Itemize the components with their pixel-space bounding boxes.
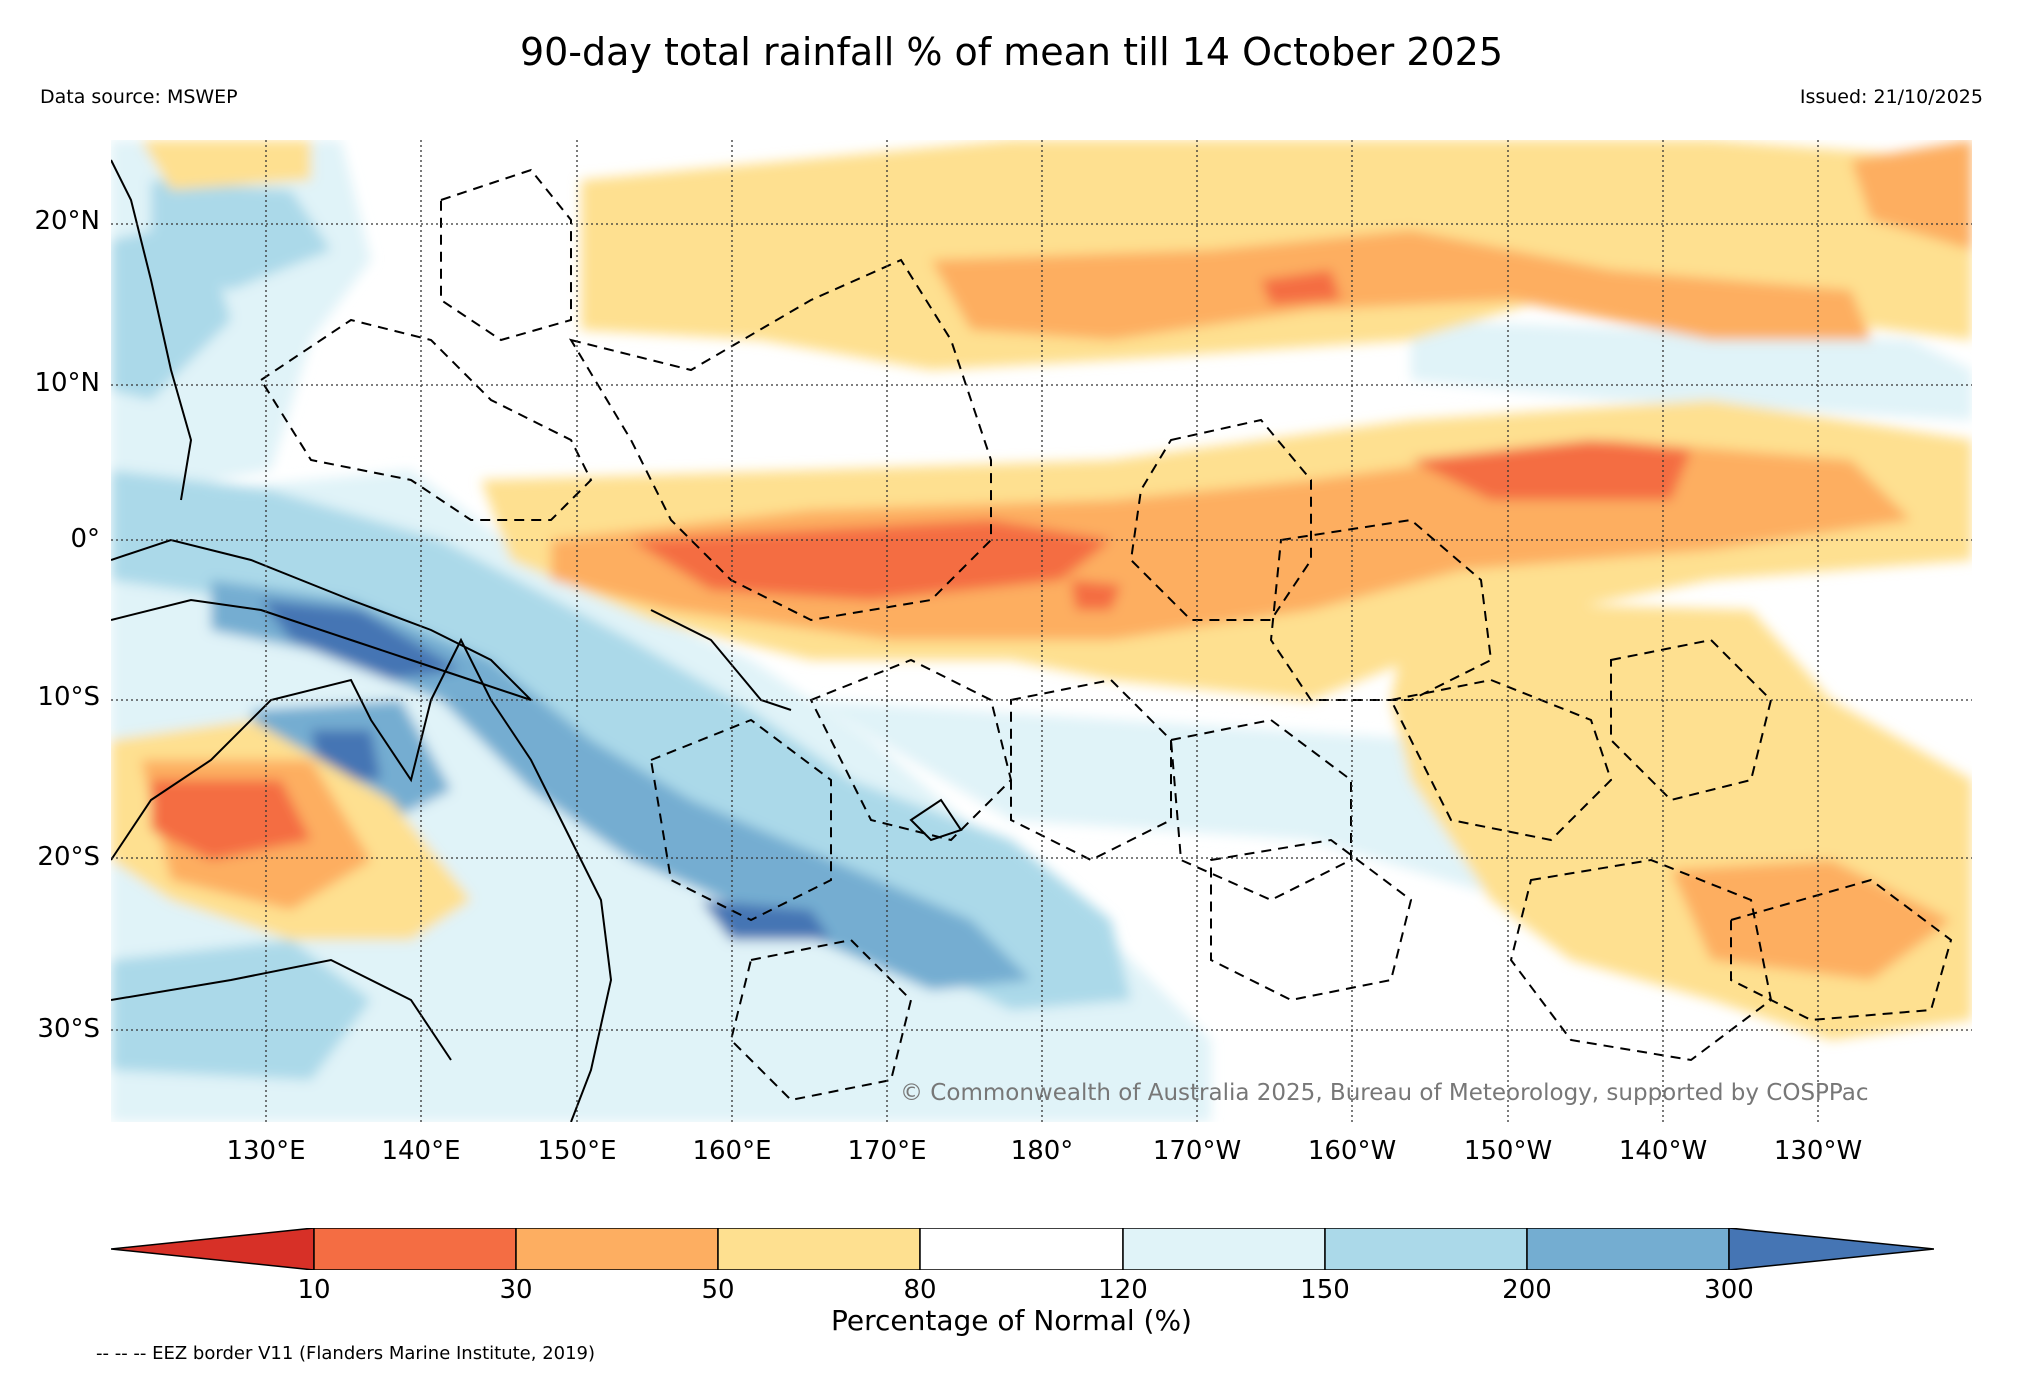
- eez-note: -- -- -- EEZ border V11 (Flanders Marine…: [96, 1343, 596, 1364]
- page-title: 90-day total rainfall % of mean till 14 …: [519, 30, 1504, 74]
- lon-label-160e: 160°E: [692, 1136, 772, 1166]
- colorbar-tick-120: 120: [1098, 1275, 1148, 1305]
- data-source: Data source: MSWEP: [40, 86, 238, 108]
- lon-label-130w: 130°W: [1773, 1136, 1863, 1166]
- colorbar-extend-low: [111, 1228, 315, 1270]
- lon-label-170e: 170°E: [847, 1136, 927, 1166]
- lon-label-150e: 150°E: [537, 1136, 617, 1166]
- lat-label-10n: 10°N: [34, 368, 100, 398]
- lat-label-10s: 10°S: [37, 682, 100, 712]
- lon-label-160w: 160°W: [1307, 1136, 1397, 1166]
- graticule: [111, 140, 1972, 1122]
- colorbar-tick-300: 300: [1704, 1275, 1754, 1305]
- rainfall-map: [111, 140, 1972, 1122]
- lon-label-130e: 130°E: [226, 1136, 306, 1166]
- colorbar-tick-10: 10: [297, 1275, 331, 1305]
- colorbar-bin-50-80: [717, 1228, 921, 1270]
- lon-label-180: 180°: [1010, 1136, 1074, 1166]
- lat-label-30s: 30°S: [37, 1014, 100, 1044]
- colorbar-extend-high: [1728, 1228, 1934, 1270]
- lat-label-0: 0°: [70, 524, 100, 554]
- colorbar-title: Percentage of Normal (%): [831, 1304, 1192, 1337]
- colorbar-bin-80-120: [919, 1228, 1124, 1270]
- colorbar-tick-30: 30: [499, 1275, 533, 1305]
- colorbar: [111, 1228, 1934, 1270]
- issued-date: Issued: 21/10/2025: [1799, 86, 1983, 108]
- colorbar-bin-200-300: [1526, 1228, 1730, 1270]
- colorbar-bin-10-30: [313, 1228, 517, 1270]
- colorbar-bin-150-200: [1324, 1228, 1528, 1270]
- colorbar-tick-80: 80: [903, 1275, 937, 1305]
- lat-label-20n: 20°N: [34, 206, 100, 236]
- colorbar-bin-120-150: [1122, 1228, 1326, 1270]
- copyright-notice: © Commonwealth of Australia 2025, Bureau…: [900, 1080, 1869, 1106]
- colorbar-tick-50: 50: [701, 1275, 735, 1305]
- colorbar-tick-200: 200: [1502, 1275, 1552, 1305]
- lon-label-140e: 140°E: [381, 1136, 461, 1166]
- lon-label-170w: 170°W: [1152, 1136, 1242, 1166]
- colorbar-tick-150: 150: [1300, 1275, 1350, 1305]
- coastlines: [111, 159, 963, 1122]
- lon-label-140w: 140°W: [1618, 1136, 1708, 1166]
- lon-label-150w: 150°W: [1463, 1136, 1553, 1166]
- colorbar-bin-30-50: [515, 1228, 719, 1270]
- lat-label-20s: 20°S: [37, 842, 100, 872]
- rainfall-fields: [111, 140, 1972, 1122]
